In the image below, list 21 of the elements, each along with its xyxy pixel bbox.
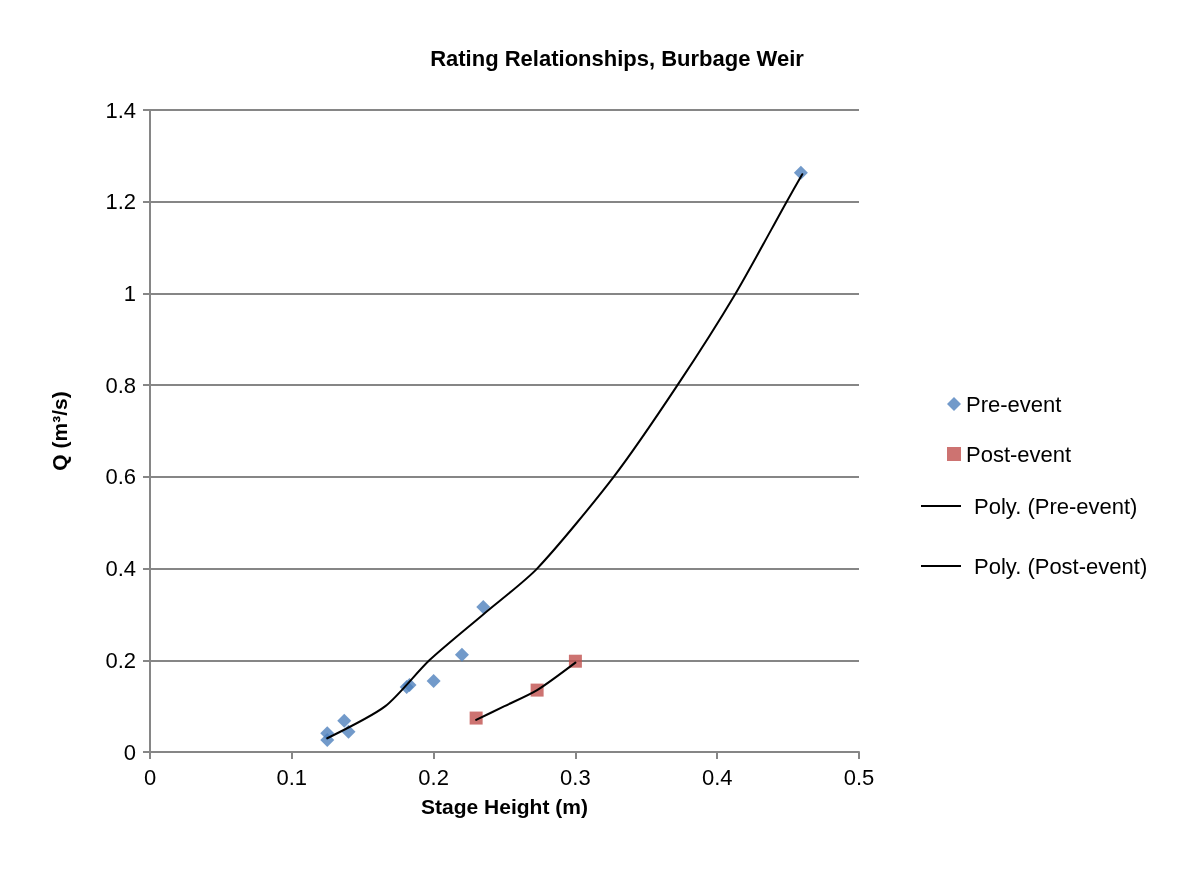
- x-axis-title: Stage Height (m): [421, 795, 588, 818]
- y-tick-label: 0.8: [105, 372, 136, 398]
- x-tick-label: 0.5: [843, 764, 875, 790]
- x-tick-label: 0.4: [701, 764, 733, 790]
- y-tick-label: 1.4: [105, 97, 136, 123]
- x-tick-label: 0.3: [560, 764, 591, 790]
- y-tick-label: 1.2: [105, 189, 136, 215]
- legend-label: Pre-event: [966, 391, 1062, 417]
- legend-label: Post-event: [966, 441, 1072, 467]
- y-tick-label: 0.4: [105, 556, 136, 582]
- x-tick-label: 0.2: [418, 764, 449, 790]
- y-tick-label: 0: [123, 739, 136, 765]
- chart-title: Rating Relationships, Burbage Weir: [430, 45, 805, 71]
- y-tick-label: 1: [123, 280, 136, 306]
- x-tick-label: 0: [143, 764, 157, 790]
- x-tick-label: 0.1: [276, 764, 308, 790]
- legend-label: Poly. (Post-event): [974, 553, 1148, 579]
- legend-label: Poly. (Pre-event): [974, 493, 1138, 519]
- y-axis-title: Q (m³/s): [48, 391, 71, 471]
- y-tick-label: 0.6: [105, 464, 136, 490]
- y-tick-label: 0.2: [105, 647, 136, 673]
